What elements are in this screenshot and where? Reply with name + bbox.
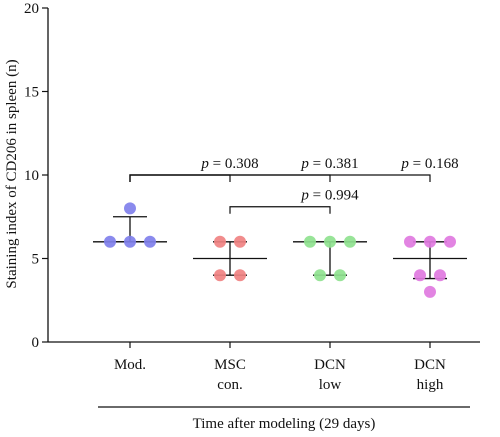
- p-value-label: p = 0.994: [300, 188, 359, 204]
- y-tick-label: 5: [32, 252, 40, 268]
- data-point: [344, 235, 356, 248]
- data-point: [144, 235, 156, 248]
- data-point: [334, 269, 346, 282]
- data-point: [104, 235, 116, 248]
- significance-bracket: [229, 206, 331, 214]
- data-point: [214, 269, 226, 282]
- data-points: [104, 202, 456, 298]
- y-tick-label: 0: [32, 335, 40, 351]
- y-tick-label: 20: [24, 1, 39, 17]
- data-point: [314, 269, 326, 282]
- data-point: [234, 235, 246, 248]
- x-category-label: Mod.: [114, 357, 146, 373]
- x-category-label: MSC: [214, 357, 246, 373]
- p-value-label: p = 0.381: [300, 156, 358, 172]
- data-point: [304, 235, 316, 248]
- y-ticks: 0 5 10 15 20: [24, 1, 48, 351]
- x-category-label: DCN: [314, 357, 346, 373]
- y-tick-label: 10: [24, 168, 39, 184]
- p-value-label: p = 0.308: [200, 156, 258, 172]
- data-point: [434, 269, 446, 282]
- x-category-labels: Mod. MSC con. DCN low DCN high: [114, 342, 446, 393]
- x-category-label: high: [417, 377, 444, 393]
- data-point: [424, 235, 436, 248]
- x-category-label: low: [319, 377, 342, 393]
- significance-bracket: [129, 174, 231, 182]
- significance-brackets: p = 0.308 p = 0.381 p = 0.168 p = 0.994: [129, 156, 459, 214]
- data-point: [124, 202, 136, 215]
- p-value-label: p = 0.168: [400, 156, 458, 172]
- data-point: [124, 235, 136, 248]
- data-point: [444, 235, 456, 248]
- data-point: [424, 285, 436, 298]
- data-point: [234, 269, 246, 282]
- y-tick-label: 15: [24, 85, 39, 101]
- x-category-label: con.: [217, 377, 242, 393]
- data-point: [324, 235, 336, 248]
- data-point: [414, 269, 426, 282]
- x-axis-label: Time after modeling (29 days): [193, 416, 376, 432]
- data-point: [404, 235, 416, 248]
- significance-bracket: [129, 174, 431, 182]
- y-axis-label: Staining index of CD206 in spleen (n): [4, 59, 20, 288]
- data-point: [214, 235, 226, 248]
- x-category-label: DCN: [414, 357, 446, 373]
